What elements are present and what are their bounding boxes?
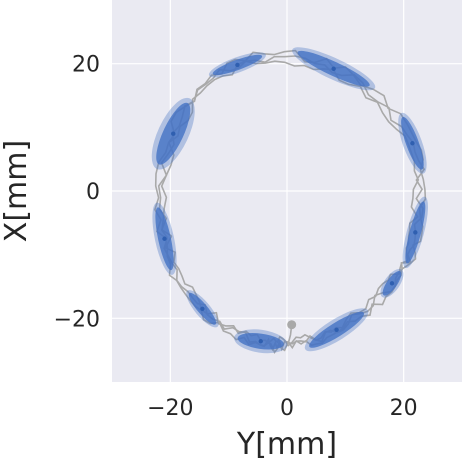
- gaussian-mean-point: [171, 131, 176, 136]
- gaussian-mean-point: [331, 66, 336, 71]
- gaussian-mean-point: [389, 281, 395, 286]
- x-axis-label: Y[mm]: [236, 427, 337, 462]
- x-tick-label: 0: [280, 396, 294, 421]
- gaussian-mean-point: [413, 230, 418, 235]
- y-axis-label: X[mm]: [0, 140, 34, 242]
- start-point: [287, 320, 297, 330]
- gaussian-mean-point: [410, 141, 415, 146]
- gaussian-mean-point: [235, 62, 240, 68]
- plot-area: [151, 47, 428, 355]
- tick-labels: −20 0 20 −20 0 20: [54, 53, 418, 421]
- gaussian-mean-point: [258, 339, 263, 344]
- y-tick-label: 0: [86, 180, 100, 205]
- y-tick-label: −20: [54, 307, 100, 332]
- gaussian-mean-point: [200, 306, 205, 311]
- y-tick-label: 20: [72, 53, 100, 78]
- gaussian-mean-point: [162, 236, 167, 241]
- x-tick-label: 20: [390, 396, 418, 421]
- gaussian-mean-point: [334, 327, 339, 332]
- x-tick-label: −20: [147, 396, 193, 421]
